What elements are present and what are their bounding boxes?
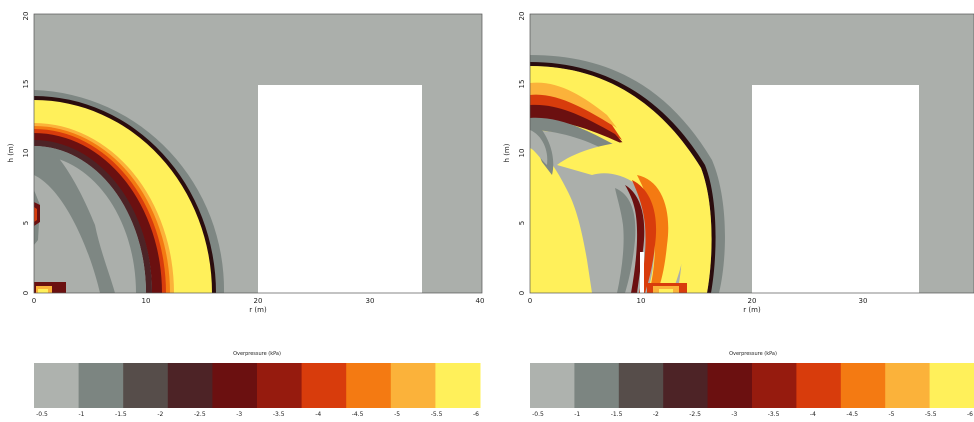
- colorbar-swatch: [301, 363, 347, 408]
- colorbar-swatch: [663, 363, 709, 408]
- colorbar-tick-label: -3: [236, 411, 242, 418]
- x-tick-30: 30: [859, 297, 868, 305]
- colorbar-swatch: [123, 363, 169, 408]
- x-tick-20: 20: [254, 297, 263, 305]
- right-chart-svg: 0 10 20 30 r (m) 0 5 10 15 20 h (m) Over…: [503, 12, 974, 418]
- x-axis-title: r (m): [249, 306, 267, 314]
- colorbar-tick-label: -2: [653, 411, 659, 418]
- y-tick-10: 10: [22, 149, 30, 158]
- x-tick-30: 30: [366, 297, 375, 305]
- x-axis: 0 10 20 30 r (m): [528, 297, 868, 314]
- colorbar-tick-label: -5.5: [431, 411, 443, 418]
- x-tick-10: 10: [637, 297, 646, 305]
- y-tick-10: 10: [518, 149, 526, 158]
- y-tick-0: 0: [22, 291, 30, 295]
- colorbar-swatch: [435, 363, 481, 408]
- right-overpressure-plot: 0 10 20 30 r (m) 0 5 10 15 20 h (m) Over…: [497, 0, 974, 418]
- y-tick-20: 20: [22, 12, 30, 21]
- y-axis: 0 5 10 15 20 h (m): [503, 12, 526, 296]
- colorbar-tick-label: -4: [315, 411, 321, 418]
- colorbar-swatch: [390, 363, 436, 408]
- colorbar-tick-label: -6: [473, 411, 479, 418]
- y-tick-15: 15: [518, 80, 526, 89]
- y-tick-5: 5: [22, 221, 30, 225]
- blast-wave-front: [34, 70, 225, 293]
- colorbar-tick-label: -1: [78, 411, 84, 418]
- x-axis-title: r (m): [743, 306, 761, 314]
- colorbar-swatch: [34, 363, 80, 408]
- colorbar-swatch: [707, 363, 753, 408]
- colorbar-tick-label: -2.5: [689, 411, 701, 418]
- x-tick-20: 20: [748, 297, 757, 305]
- colorbar-swatch: [346, 363, 392, 408]
- obstacle-block: [258, 85, 422, 293]
- colorbar-tick-label: -5.5: [925, 411, 937, 418]
- colorbar-swatch: [257, 363, 303, 408]
- colorbar-swatch: [618, 363, 664, 408]
- x-axis: 0 10 20 30 40 r (m): [32, 297, 485, 314]
- colorbar-swatch: [885, 363, 931, 408]
- blast-wave-front: [530, 55, 725, 293]
- y-axis-title: h (m): [7, 143, 15, 162]
- colorbar-tick-label: -3.5: [273, 411, 285, 418]
- colorbar-tick-label: -4.5: [846, 411, 858, 418]
- colorbar-tick-label: -5: [888, 411, 894, 418]
- small-wall: [640, 252, 644, 293]
- colorbar-swatch: [752, 363, 797, 408]
- colorbar-swatch: [929, 363, 974, 408]
- x-tick-40: 40: [476, 297, 485, 305]
- plot-frame: [33, 13, 483, 294]
- colorbar-tick-label: -1.5: [115, 411, 127, 418]
- left-overpressure-plot: 0 10 20 30 40 r (m) 0 5 10 15 20 h (m) O…: [0, 0, 487, 418]
- y-tick-0: 0: [518, 291, 526, 295]
- colorbar-tick-label: -6: [967, 411, 973, 418]
- colorbar-swatches: [530, 363, 974, 408]
- colorbar-swatch: [796, 363, 842, 408]
- colorbar-tick-label: -3: [731, 411, 737, 418]
- colorbar-tick-label: -3.5: [768, 411, 780, 418]
- colorbar-title: Overpressure (kPa): [233, 351, 281, 357]
- y-tick-20: 20: [518, 12, 526, 21]
- colorbar-tick-label: -1.5: [611, 411, 623, 418]
- x-tick-0: 0: [528, 297, 532, 305]
- colorbar-tick-label: -1: [574, 411, 580, 418]
- colorbar-tick-label: -2: [157, 411, 163, 418]
- y-axis: 0 5 10 15 20 h (m): [7, 12, 30, 296]
- left-chart-svg: 0 10 20 30 40 r (m) 0 5 10 15 20 h (m) O…: [7, 12, 485, 418]
- colorbar-tick-label: -2.5: [194, 411, 206, 418]
- colorbar-swatch: [574, 363, 620, 408]
- colorbar: Overpressure (kPa) -0.5 -1 -1.5 -2 -2.5 -3 -3.…: [530, 351, 974, 418]
- x-tick-0: 0: [32, 297, 36, 305]
- y-axis-title: h (m): [503, 143, 511, 162]
- colorbar-labels: -0.5 -1 -1.5 -2 -2.5 -3 -3.5 -4 -4.5 -5 -5.5 -6: [532, 411, 973, 418]
- y-tick-5: 5: [518, 221, 526, 225]
- colorbar-tick-label: -0.5: [36, 411, 48, 418]
- colorbar-tick-label: -0.5: [532, 411, 544, 418]
- colorbar-title: Overpressure (kPa): [729, 351, 777, 357]
- colorbar-tick-label: -4: [810, 411, 816, 418]
- colorbar-labels: -0.5 -1 -1.5 -2 -2.5 -3 -3.5 -4 -4.5 -5 -5.5 -6: [36, 411, 479, 418]
- colorbar-swatch: [530, 363, 575, 408]
- plot-frame: [529, 13, 974, 294]
- colorbar-swatch: [212, 363, 258, 408]
- y-tick-15: 15: [22, 80, 30, 89]
- x-tick-10: 10: [142, 297, 151, 305]
- colorbar-tick-label: -5: [394, 411, 400, 418]
- obstacle-block: [752, 85, 919, 293]
- colorbar-tick-label: -4.5: [352, 411, 364, 418]
- colorbar-swatches: [34, 363, 481, 408]
- colorbar-swatch: [78, 363, 124, 408]
- colorbar: Overpressure (kPa) -0.5 -1 -1.5 -2 -2.5 -3 -3.…: [34, 351, 481, 418]
- colorbar-swatch: [167, 363, 213, 408]
- colorbar-swatch: [840, 363, 886, 408]
